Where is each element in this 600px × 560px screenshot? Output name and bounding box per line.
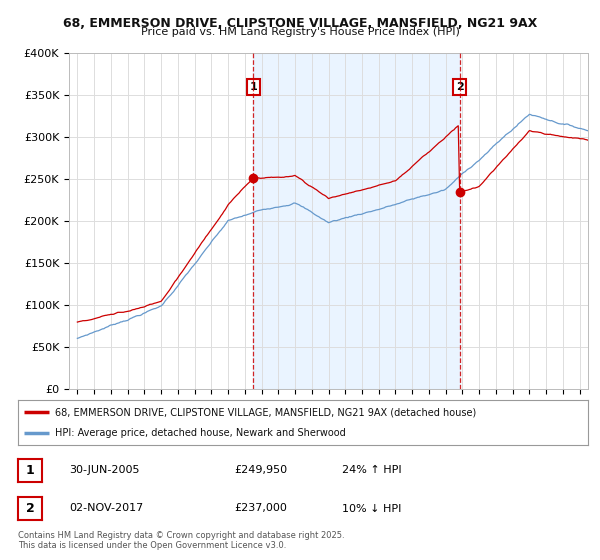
Text: 24% ↑ HPI: 24% ↑ HPI [342,465,401,475]
Text: Price paid vs. HM Land Registry's House Price Index (HPI): Price paid vs. HM Land Registry's House … [140,27,460,37]
Text: HPI: Average price, detached house, Newark and Sherwood: HPI: Average price, detached house, Newa… [55,428,346,438]
Text: 68, EMMERSON DRIVE, CLIPSTONE VILLAGE, MANSFIELD, NG21 9AX: 68, EMMERSON DRIVE, CLIPSTONE VILLAGE, M… [63,17,537,30]
Text: 2: 2 [26,502,34,515]
Text: 68, EMMERSON DRIVE, CLIPSTONE VILLAGE, MANSFIELD, NG21 9AX (detached house): 68, EMMERSON DRIVE, CLIPSTONE VILLAGE, M… [55,408,476,418]
Bar [253,53,460,389]
Text: 30-JUN-2005: 30-JUN-2005 [69,465,139,475]
Text: 1: 1 [26,464,34,477]
Text: 02-NOV-2017: 02-NOV-2017 [69,503,143,514]
Text: 10% ↓ HPI: 10% ↓ HPI [342,503,401,514]
Text: £237,000: £237,000 [234,503,287,514]
Text: 2: 2 [456,82,463,92]
Text: Contains HM Land Registry data © Crown copyright and database right 2025.
This d: Contains HM Land Registry data © Crown c… [18,530,344,550]
Text: 1: 1 [249,82,257,92]
Text: £249,950: £249,950 [234,465,287,475]
